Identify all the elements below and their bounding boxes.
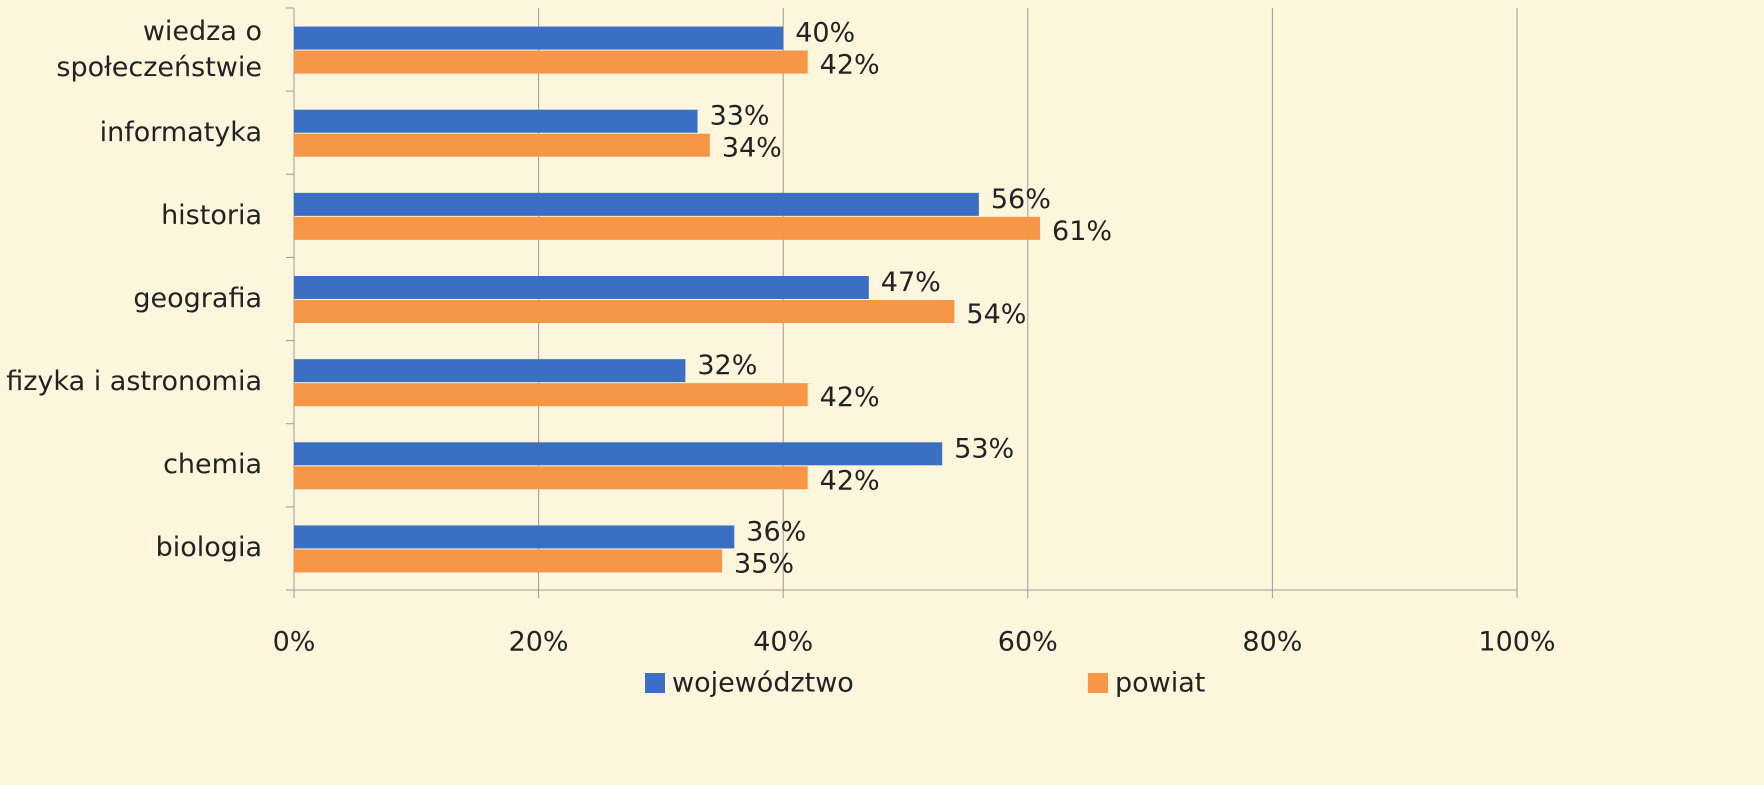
bar — [294, 216, 1041, 240]
bar — [294, 276, 869, 299]
x-tick-label: 20% — [509, 627, 569, 658]
bar — [294, 300, 955, 323]
bar — [294, 359, 686, 383]
data-label: 56% — [991, 184, 1051, 215]
bar — [294, 549, 723, 573]
y-tick-label: fizyka i astronomia — [6, 366, 262, 398]
legend-swatch — [645, 673, 665, 693]
x-tick-label: 60% — [998, 627, 1058, 658]
data-label: 42% — [820, 382, 880, 413]
bar — [294, 109, 698, 133]
y-tick-label: historia — [161, 199, 262, 231]
bar — [294, 466, 808, 490]
data-label: 32% — [697, 350, 757, 381]
data-label: 34% — [722, 133, 782, 164]
y-tick-label: chemia — [163, 449, 262, 481]
bar — [294, 442, 943, 466]
data-label: 36% — [746, 516, 806, 547]
data-label: 40% — [795, 18, 855, 49]
data-label: 42% — [820, 50, 880, 81]
x-tick-label: 40% — [753, 627, 813, 658]
data-label: 53% — [954, 433, 1014, 464]
x-tick-label: 0% — [273, 627, 316, 658]
bar — [294, 192, 979, 216]
data-label: 54% — [966, 299, 1026, 330]
x-tick-label: 80% — [1242, 627, 1302, 658]
data-label: 33% — [710, 101, 770, 132]
y-tick-label: biologia — [155, 532, 262, 564]
y-tick-label: geografia — [133, 283, 262, 314]
bar — [294, 383, 808, 407]
bar — [294, 26, 784, 50]
data-label: 61% — [1052, 216, 1112, 247]
bar — [294, 525, 735, 549]
data-label: 47% — [881, 267, 941, 298]
legend-label: powiat — [1115, 668, 1205, 699]
bar — [294, 50, 808, 74]
data-label: 35% — [734, 548, 794, 579]
bar — [294, 133, 710, 157]
y-tick-label: informatyka — [99, 116, 262, 148]
legend-label: województwo — [672, 668, 854, 699]
x-tick-label: 100% — [1478, 627, 1555, 658]
y-tick-label: wiedza o społeczeństwie — [56, 15, 262, 83]
legend-swatch — [1088, 673, 1108, 693]
data-label: 42% — [820, 465, 880, 496]
